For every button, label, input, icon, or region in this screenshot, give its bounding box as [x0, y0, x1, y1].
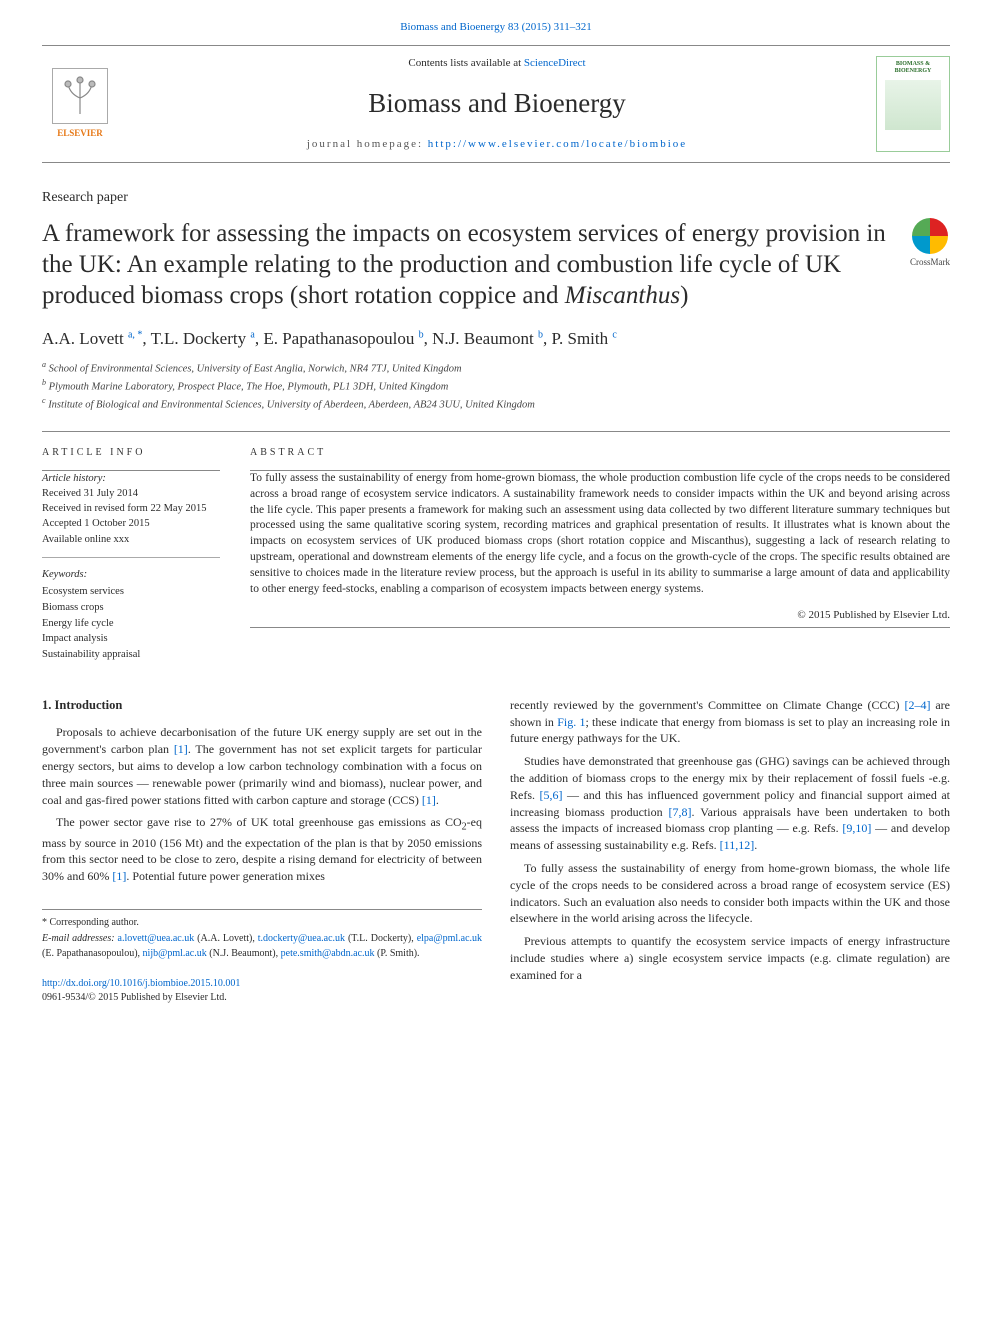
article-info: ARTICLE INFO Article history: Received 3…: [42, 446, 220, 663]
header-center: Contents lists available at ScienceDirec…: [132, 56, 862, 152]
ref-link[interactable]: [1]: [422, 793, 436, 807]
history-label: Article history:: [42, 471, 220, 486]
divider: [42, 431, 950, 432]
ref-link[interactable]: [1]: [174, 742, 188, 756]
corresponding-author-footer: * Corresponding author. E-mail addresses…: [42, 909, 482, 961]
info-abstract-row: ARTICLE INFO Article history: Received 3…: [42, 446, 950, 663]
abstract-heading: ABSTRACT: [250, 446, 950, 460]
crossmark-label: CrossMark: [910, 256, 950, 268]
elsevier-tree-icon: [52, 68, 108, 124]
ref-link[interactable]: [9,10]: [842, 821, 871, 835]
journal-homepage: journal homepage: http://www.elsevier.co…: [132, 137, 862, 152]
paragraph: recently reviewed by the government's Co…: [510, 697, 950, 747]
author: A.A. Lovett: [42, 329, 124, 348]
affiliation: b Plymouth Marine Laboratory, Prospect P…: [42, 377, 950, 395]
keyword: Ecosystem services: [42, 584, 220, 600]
email-link[interactable]: nijb@pml.ac.uk: [143, 948, 207, 959]
affiliations: a School of Environmental Sciences, Univ…: [42, 359, 950, 414]
author-affil-sup[interactable]: b: [538, 329, 543, 340]
history-accepted: Accepted 1 October 2015: [42, 516, 220, 531]
publisher-logo[interactable]: ELSEVIER: [42, 59, 118, 149]
cover-title: BIOMASS & BIOENERGY: [877, 61, 949, 74]
corresponding-label: * Corresponding author.: [42, 916, 482, 930]
paragraph: To fully assess the sustainability of en…: [510, 860, 950, 927]
doi-link[interactable]: http://dx.doi.org/10.1016/j.biombioe.201…: [42, 978, 240, 989]
article-info-heading: ARTICLE INFO: [42, 446, 220, 460]
email-link[interactable]: pete.smith@abdn.ac.uk: [281, 948, 375, 959]
journal-header: ELSEVIER Contents lists available at Sci…: [42, 45, 950, 163]
author: P. Smith: [551, 329, 608, 348]
author-affil-sup[interactable]: b: [419, 329, 424, 340]
ref-link[interactable]: [2–4]: [904, 698, 930, 712]
top-citation: Biomass and Bioenergy 83 (2015) 311–321: [42, 20, 950, 35]
history-received: Received 31 July 2014: [42, 486, 220, 501]
email-link[interactable]: a.lovett@uea.ac.uk: [118, 933, 195, 944]
affiliation: a School of Environmental Sciences, Univ…: [42, 359, 950, 377]
email-link[interactable]: elpa@pml.ac.uk: [417, 933, 482, 944]
emails-label: E-mail addresses:: [42, 933, 115, 944]
author: E. Papathanasopoulou: [263, 329, 414, 348]
figure-link[interactable]: Fig. 1: [557, 715, 585, 729]
author: N.J. Beaumont: [432, 329, 534, 348]
ref-link[interactable]: [7,8]: [669, 805, 692, 819]
sciencedirect-link[interactable]: ScienceDirect: [524, 57, 586, 69]
body-columns: 1. Introduction Proposals to achieve dec…: [42, 697, 950, 1005]
paragraph: Previous attempts to quantify the ecosys…: [510, 933, 950, 983]
section-heading: 1. Introduction: [42, 697, 482, 715]
author: T.L. Dockerty: [151, 329, 247, 348]
contents-prefix: Contents lists available at: [408, 57, 523, 69]
abstract-copyright: © 2015 Published by Elsevier Ltd.: [250, 608, 950, 623]
keywords-list: Ecosystem services Biomass crops Energy …: [42, 584, 220, 663]
paragraph: Proposals to achieve decarbonisation of …: [42, 724, 482, 808]
paragraph: Studies have demonstrated that greenhous…: [510, 753, 950, 854]
article-type: Research paper: [42, 189, 950, 208]
author-affil-sup[interactable]: c: [612, 329, 616, 340]
right-column: recently reviewed by the government's Co…: [510, 697, 950, 1005]
publisher-logo-label: ELSEVIER: [57, 127, 103, 139]
authors-list: A.A. Lovett a, *, T.L. Dockerty a, E. Pa…: [42, 328, 950, 351]
journal-name: Biomass and Bioenergy: [132, 85, 862, 121]
contents-line: Contents lists available at ScienceDirec…: [132, 56, 862, 71]
citation-link[interactable]: Biomass and Bioenergy 83 (2015) 311–321: [400, 21, 592, 33]
author-affil-sup[interactable]: a, *: [128, 329, 142, 340]
keyword: Impact analysis: [42, 631, 220, 647]
ref-link[interactable]: [1]: [112, 869, 126, 883]
article-history: Article history: Received 31 July 2014 R…: [42, 471, 220, 558]
abstract: ABSTRACT To fully assess the sustainabil…: [250, 446, 950, 663]
email-link[interactable]: t.dockerty@uea.ac.uk: [258, 933, 345, 944]
author-affil-sup[interactable]: a: [250, 329, 254, 340]
email-addresses: E-mail addresses: a.lovett@uea.ac.uk (A.…: [42, 932, 482, 961]
paragraph: The power sector gave rise to 27% of UK …: [42, 814, 482, 885]
doi-block: http://dx.doi.org/10.1016/j.biombioe.201…: [42, 977, 482, 1005]
keyword: Sustainability appraisal: [42, 647, 220, 663]
affiliation: c Institute of Biological and Environmen…: [42, 395, 950, 413]
keyword: Energy life cycle: [42, 616, 220, 632]
homepage-label: journal homepage:: [307, 138, 428, 150]
cover-art-icon: [885, 80, 941, 130]
history-revised: Received in revised form 22 May 2015: [42, 501, 220, 516]
history-online: Available online xxx: [42, 532, 220, 547]
crossmark-badge[interactable]: CrossMark: [910, 218, 950, 268]
journal-cover-thumbnail[interactable]: BIOMASS & BIOENERGY: [876, 56, 950, 152]
keyword: Biomass crops: [42, 600, 220, 616]
abstract-text: To fully assess the sustainability of en…: [250, 471, 950, 598]
ref-link[interactable]: [5,6]: [539, 788, 562, 802]
keywords-label: Keywords:: [42, 568, 220, 582]
homepage-link[interactable]: http://www.elsevier.com/locate/biombioe: [428, 138, 687, 150]
left-column: 1. Introduction Proposals to achieve dec…: [42, 697, 482, 1005]
crossmark-icon: [912, 218, 948, 254]
issn-copyright: 0961-9534/© 2015 Published by Elsevier L…: [42, 991, 482, 1005]
article-title: A framework for assessing the impacts on…: [42, 218, 892, 312]
divider: [250, 627, 950, 628]
ref-link[interactable]: [11,12]: [720, 838, 755, 852]
